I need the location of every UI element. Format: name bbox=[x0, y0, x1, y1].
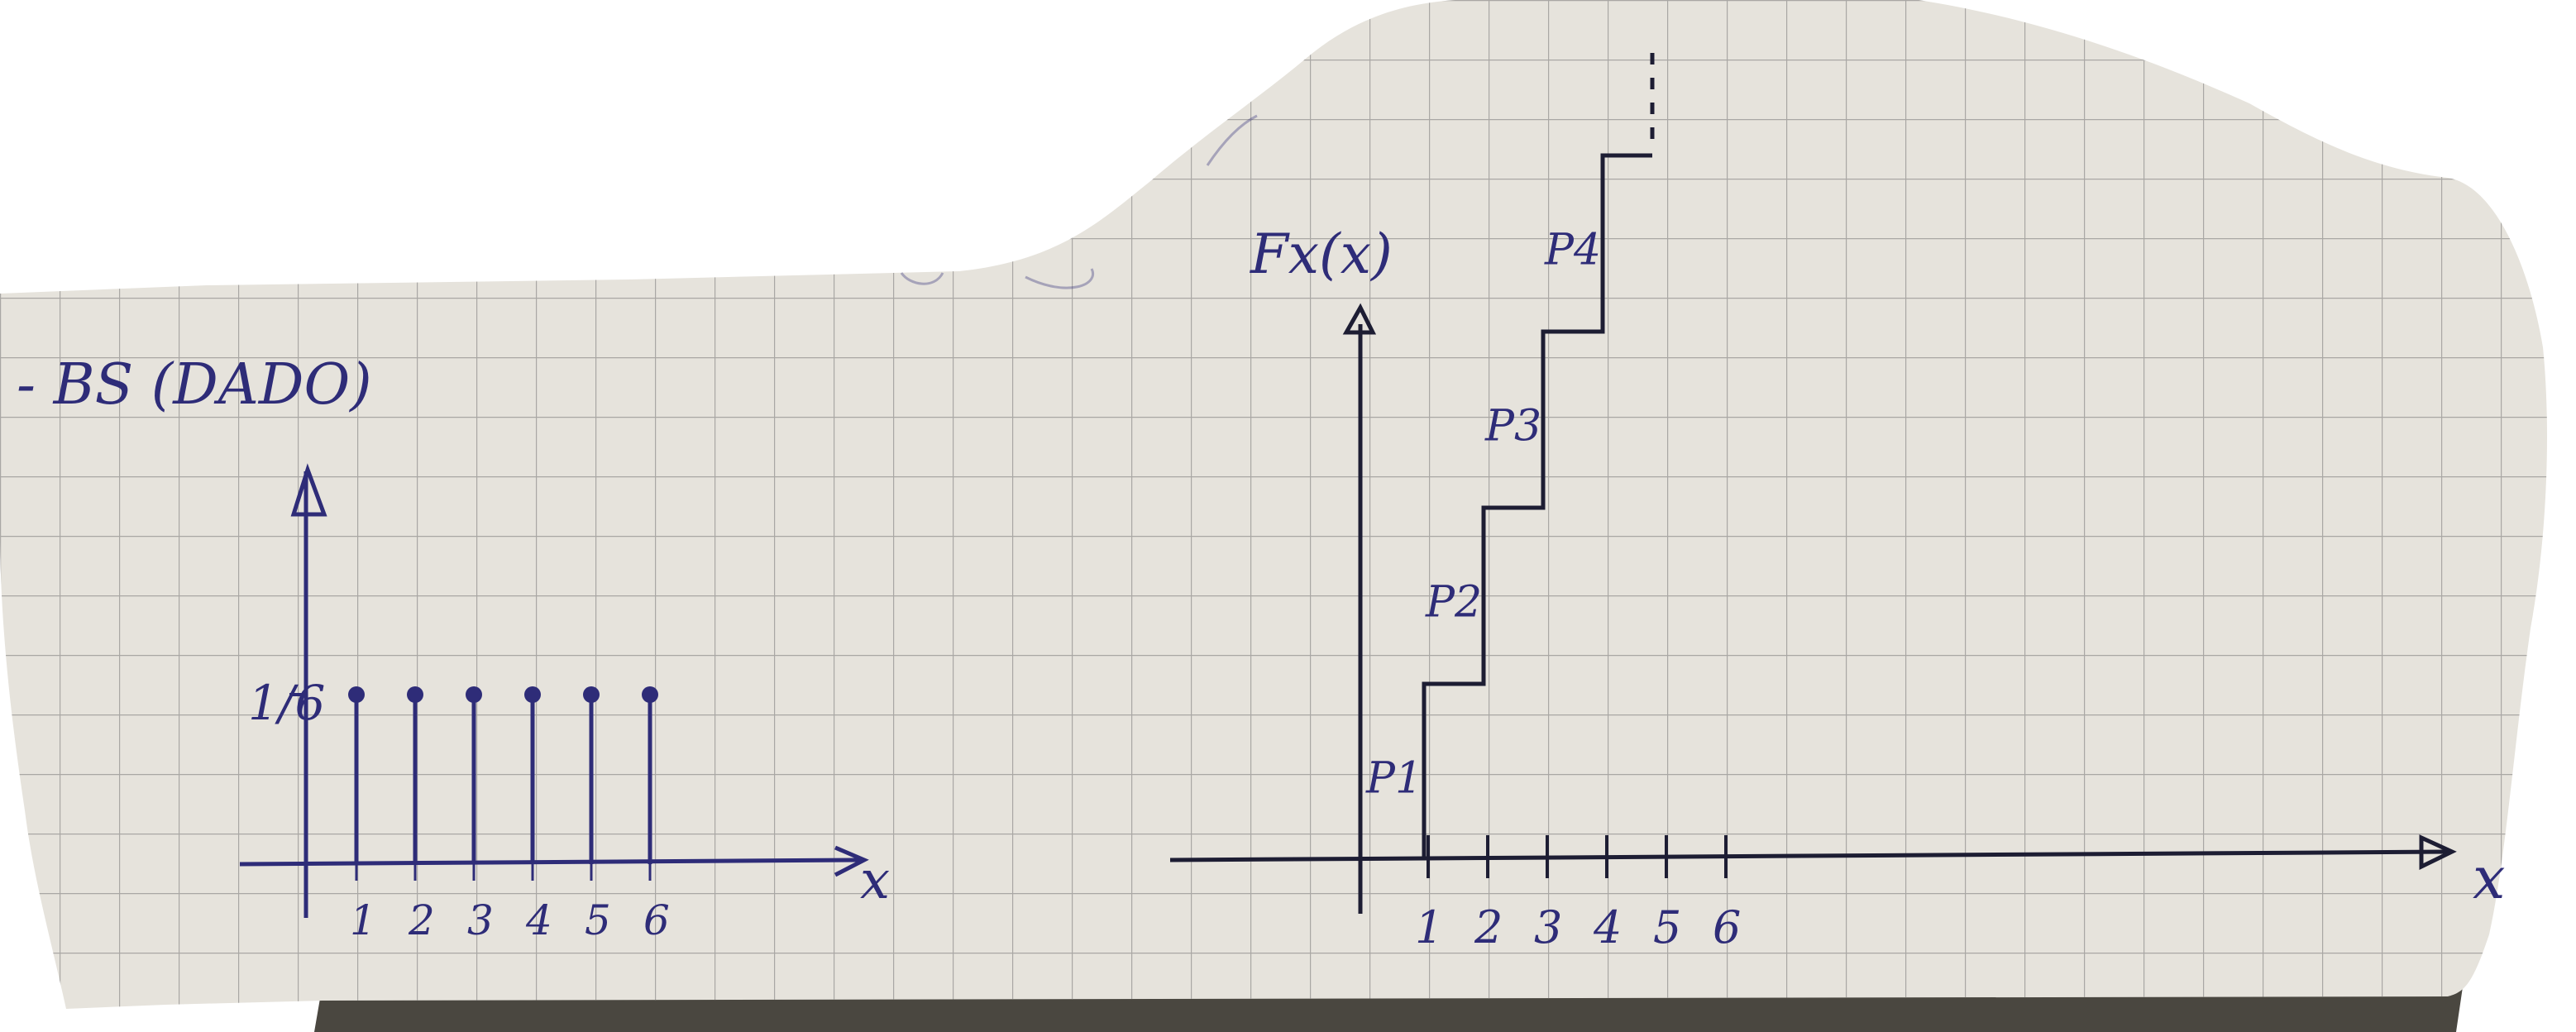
chart-right-y-arrow bbox=[1342, 303, 1377, 335]
stem-marker bbox=[348, 686, 365, 703]
chart-right-x-axis bbox=[1169, 849, 2449, 862]
chart-left-x-tick-label: 1 bbox=[350, 896, 376, 944]
cdf-step-chart: 1 2 3 4 5 6 P1 P2 P3 P4 bbox=[1169, 41, 2457, 953]
chart-left-x-tick-label: 5 bbox=[585, 896, 611, 944]
chart-right-xlabel: x bbox=[2473, 844, 2505, 912]
chart-right-ylabel: Fx(x) bbox=[1250, 222, 1393, 286]
stem-marker bbox=[524, 686, 541, 703]
cdf-step-line bbox=[1422, 153, 1652, 860]
chart-left-y-arrow bbox=[290, 463, 327, 517]
chart-left-x-tick-label: 2 bbox=[408, 896, 435, 944]
chart-left-x-arrow bbox=[834, 845, 869, 877]
chart-right-x-tick-label: 3 bbox=[1534, 901, 1562, 953]
stem-marker bbox=[466, 686, 482, 703]
chart-right-x-arrow bbox=[2419, 834, 2457, 870]
chart-left-title: - BS (DADO) bbox=[17, 352, 372, 418]
step-label: P3 bbox=[1484, 402, 1541, 452]
stem-marker bbox=[407, 686, 423, 703]
chart-right-x-tick-label: 4 bbox=[1593, 901, 1622, 953]
chart-right-x-tick-label: 5 bbox=[1653, 901, 1681, 953]
chart-right-x-tick-label: 1 bbox=[1415, 901, 1443, 953]
chart-right-x-tick-label: 2 bbox=[1474, 901, 1503, 953]
stem-marker bbox=[583, 686, 600, 703]
step-label: P4 bbox=[1544, 226, 1601, 275]
chart-left-x-tick-label: 6 bbox=[643, 896, 670, 944]
chart-left-x-axis bbox=[239, 858, 861, 867]
chart-right-x-tick-label: 6 bbox=[1713, 901, 1741, 953]
step-label: P1 bbox=[1365, 754, 1422, 804]
chart-left-x-tick-label: 3 bbox=[467, 896, 494, 944]
step-label: P2 bbox=[1425, 578, 1482, 628]
chart-left-x-tick-label: 4 bbox=[525, 896, 552, 944]
chart-left-xlabel: x bbox=[860, 850, 890, 911]
chart-left-y-tick-label: 1/6 bbox=[248, 675, 325, 731]
dice-pmf-chart: 1/6 1 2 3 4 5 6 bbox=[239, 463, 869, 944]
stem-marker bbox=[642, 686, 658, 703]
page-bleed-marks bbox=[900, 114, 1258, 289]
